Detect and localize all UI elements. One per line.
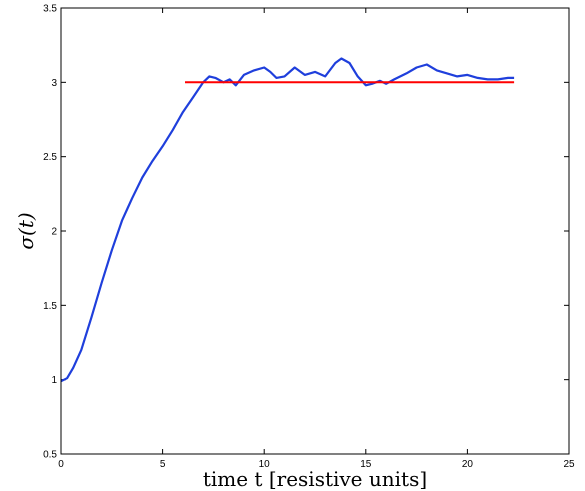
plot-background xyxy=(61,8,569,454)
x-tick-label: 20 xyxy=(462,459,474,470)
y-tick-label: 1.5 xyxy=(43,301,57,312)
y-tick-label: 2.5 xyxy=(43,152,57,163)
x-tick-label: 15 xyxy=(360,459,372,470)
x-axis-title: time t [resistive units] xyxy=(203,467,427,491)
y-tick-label: 3 xyxy=(51,78,57,89)
y-axis-title: σ(t) xyxy=(14,212,38,249)
series-layer xyxy=(60,57,515,383)
y-tick-label: 2 xyxy=(51,227,57,238)
x-tick-labels: 0 5 10 15 20 25 xyxy=(58,459,575,470)
y-tick-label: 0.5 xyxy=(43,450,57,461)
y-tick-label: 3.5 xyxy=(43,4,57,15)
x-tick-label: 5 xyxy=(160,459,166,470)
plot-frame xyxy=(60,7,570,455)
x-tick-label: 0 xyxy=(58,459,64,470)
x-tick-label: 10 xyxy=(259,459,271,470)
sigma-series-line xyxy=(60,57,515,383)
y-tick-labels: 0.5 1 1.5 2 2.5 3 3.5 xyxy=(43,4,57,461)
x-tick-label: 25 xyxy=(563,459,575,470)
y-tick-label: 1 xyxy=(51,375,57,386)
